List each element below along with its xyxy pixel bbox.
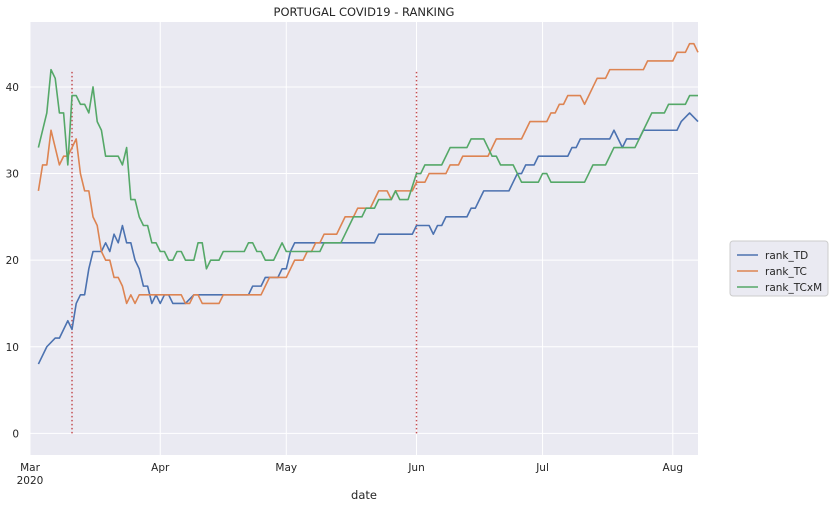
y-tick-label: 20: [6, 255, 19, 267]
series-line-rank-tc: [37, 42, 699, 305]
y-tick-label: 40: [6, 82, 19, 94]
x-tick-label: Aug: [663, 462, 684, 474]
x-tick-label: Mar: [20, 462, 40, 474]
reference-lines: [71, 69, 418, 434]
y-tick-label: 30: [6, 169, 19, 181]
x-tick-sublabel: 2020: [17, 475, 44, 487]
x-tick-label: Jun: [407, 462, 424, 474]
x-axis-label: date: [351, 488, 377, 502]
series-line-rank-tcxm: [37, 68, 698, 270]
series-line-rank-td: [37, 112, 699, 365]
grid: [29, 22, 698, 455]
y-tick-label: 0: [12, 428, 19, 440]
legend-label: rank_TD: [765, 250, 808, 262]
y-tick-label: 10: [6, 342, 19, 354]
legend-label: rank_TCxM: [765, 282, 822, 294]
x-tick-label: Apr: [151, 462, 170, 474]
y-tick-labels: 0 10 20 30 40: [6, 82, 19, 440]
x-tick-label: May: [275, 462, 297, 474]
series-layer: [37, 42, 699, 365]
plot-area: [30, 22, 698, 455]
legend: rank_TD rank_TC rank_TCxM: [729, 240, 829, 297]
legend-label: rank_TC: [765, 266, 807, 278]
chart-title: PORTUGAL COVID19 - RANKING: [274, 5, 455, 19]
x-tick-label: Jul: [535, 462, 549, 474]
